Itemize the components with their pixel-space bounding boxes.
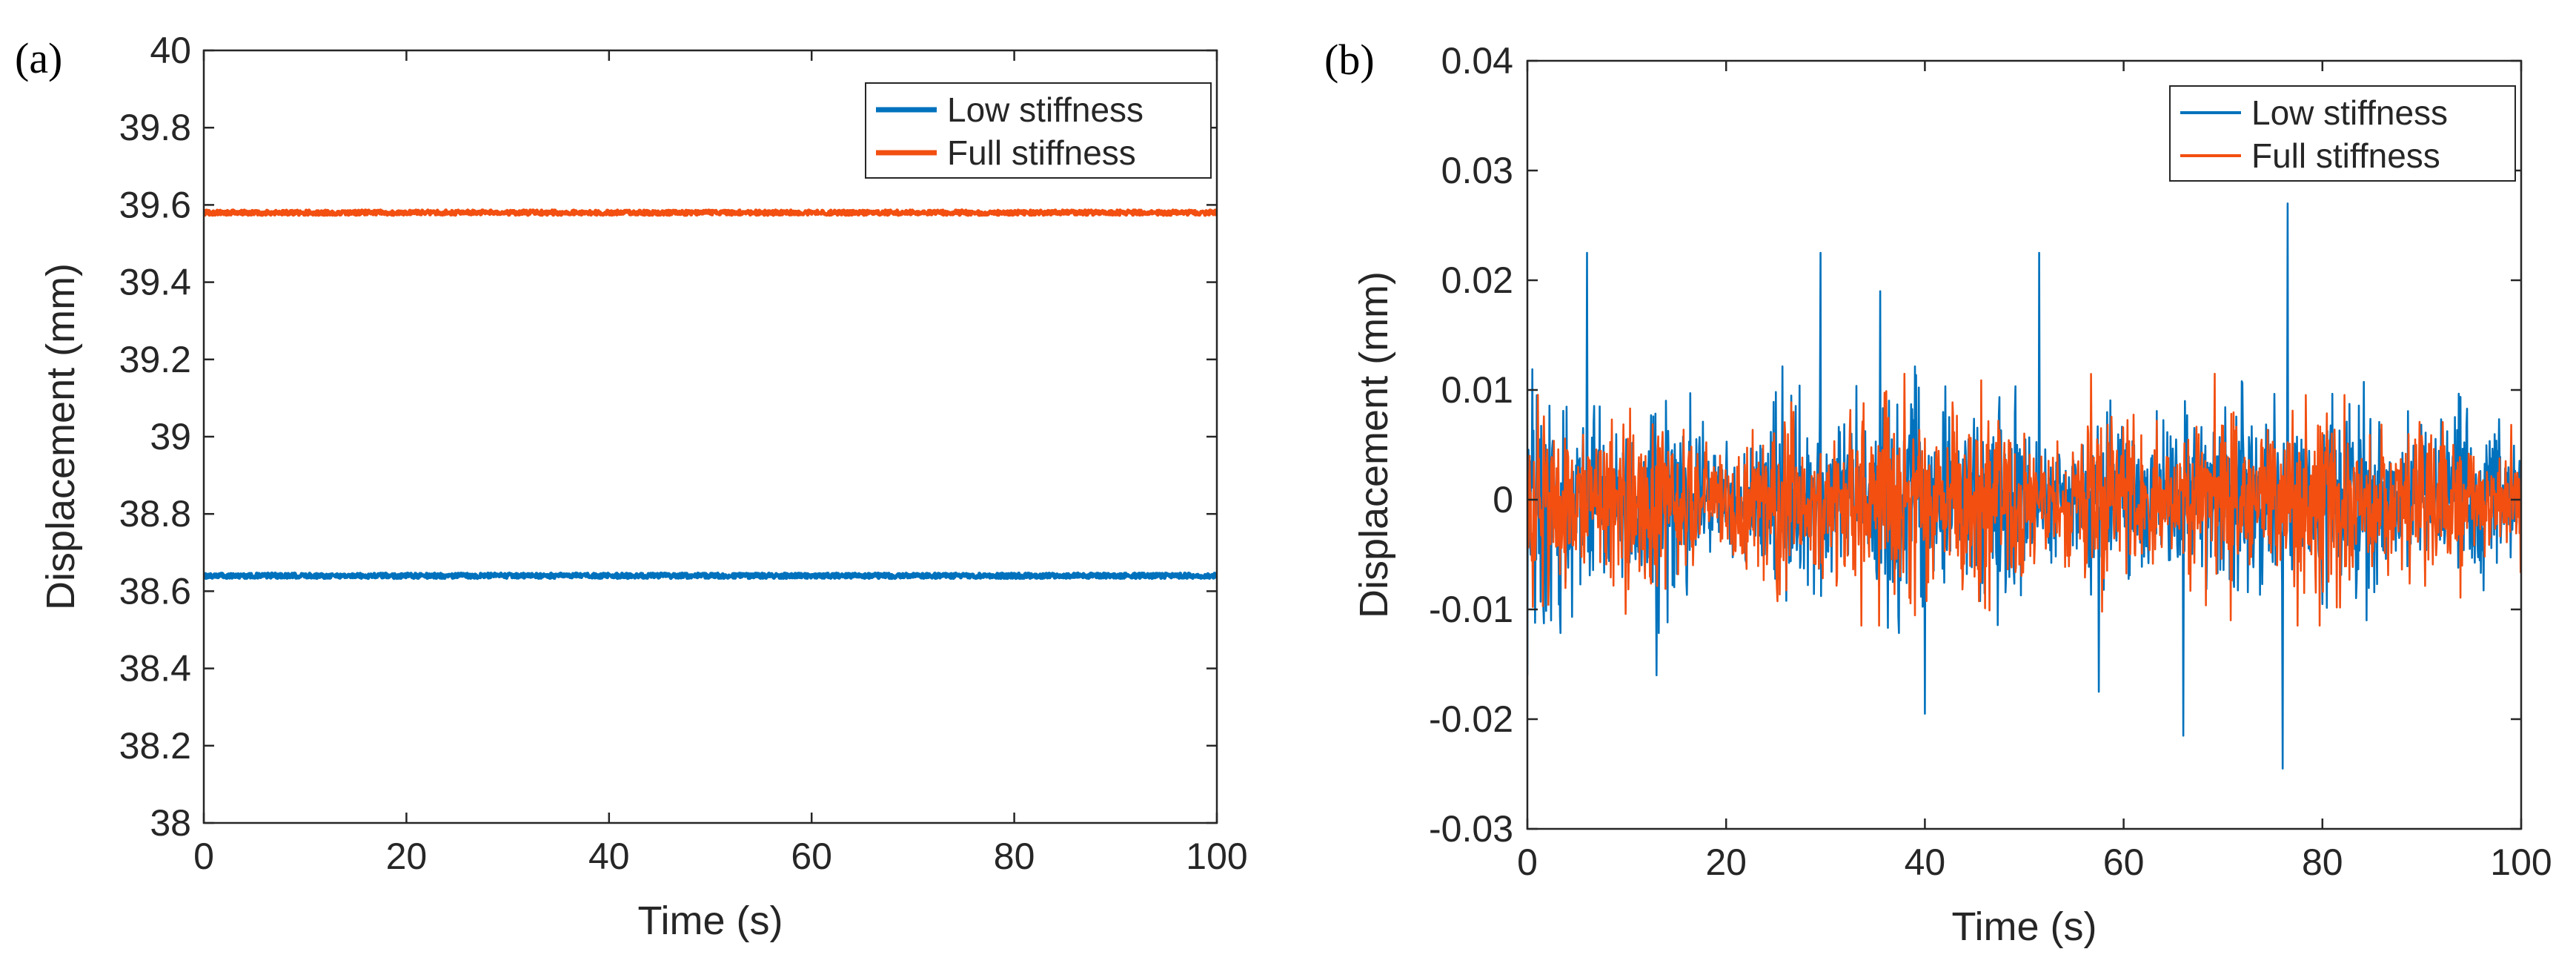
y-tick-label: 38.4 (119, 648, 191, 689)
y-tick-label: -0.01 (1429, 589, 1513, 630)
legend-label: Full stiffness (2251, 136, 2440, 175)
panel-label: (b) (1324, 36, 1375, 84)
x-axis-label: Time (s) (638, 899, 783, 943)
x-tick-label: 60 (791, 836, 832, 877)
y-tick-label: -0.02 (1429, 698, 1513, 740)
legend-label: Low stiffness (2251, 93, 2448, 132)
legend-label: Full stiffness (947, 133, 1136, 172)
y-tick-label: 39.4 (119, 262, 191, 303)
y-tick-label: 0.01 (1441, 369, 1513, 411)
y-tick-label: 39 (150, 416, 191, 457)
y-tick-label: 38.2 (119, 725, 191, 767)
x-tick-label: 0 (193, 836, 214, 877)
legend: Low stiffness Full stiffness (2169, 85, 2516, 182)
y-tick-label: 40 (150, 30, 191, 71)
y-tick-label: 38.8 (119, 493, 191, 535)
x-tick-label: 80 (994, 836, 1035, 877)
y-axis-label: Displacement (mm) (1352, 271, 1396, 618)
legend: Low stiffness Full stiffness (865, 82, 1212, 179)
chart-a: 0 20 40 60 80 100 38 38.2 38.4 38.6 38.8 39 39.2 39.4… (15, 30, 1248, 943)
x-tick-label: 60 (2103, 841, 2145, 883)
series-layer (1527, 202, 2521, 770)
y-tick-label: 38.6 (119, 570, 191, 612)
x-tick-label: 20 (386, 836, 428, 877)
y-tick-label: 0.04 (1441, 40, 1513, 82)
series-line-full-stiffness (204, 208, 1217, 217)
plot-area (204, 50, 1217, 823)
legend-box (865, 82, 1212, 179)
x-axis-label: Time (s) (1952, 904, 2097, 949)
series-line-low-stiffness (204, 571, 1217, 581)
x-tick-label: 0 (1517, 841, 1538, 883)
legend-label: Low stiffness (947, 90, 1143, 129)
x-tick-label: 80 (2302, 841, 2343, 883)
x-tick-label: 40 (1905, 841, 1946, 883)
axes-box (1526, 59, 2523, 830)
y-tick-label: 0.02 (1441, 259, 1513, 301)
x-tick-label: 40 (588, 836, 630, 877)
x-tick-label: 100 (1186, 836, 1247, 877)
y-tick-label: 0.03 (1441, 150, 1513, 191)
y-tick-label: -0.03 (1429, 808, 1513, 850)
legend-box (2169, 85, 2516, 182)
panel-label: (a) (15, 34, 62, 82)
chart-b: 0 20 40 60 80 100 -0.03 -0.02 -0.01 0 0.01 0.02 0.03… (1324, 36, 2552, 949)
y-axis-label: Displacement (mm) (39, 263, 83, 610)
series-line-full-stiffness (1527, 372, 2521, 627)
y-tick-label: 39.2 (119, 339, 191, 380)
x-tick-label: 100 (2490, 841, 2552, 883)
x-tick-label: 20 (1705, 841, 1747, 883)
series-layer (204, 208, 1217, 581)
y-tick-label: 39.8 (119, 107, 191, 148)
y-tick-label: 38 (150, 802, 191, 844)
y-tick-label: 39.6 (119, 184, 191, 225)
y-tick-label: 0 (1493, 479, 1513, 520)
